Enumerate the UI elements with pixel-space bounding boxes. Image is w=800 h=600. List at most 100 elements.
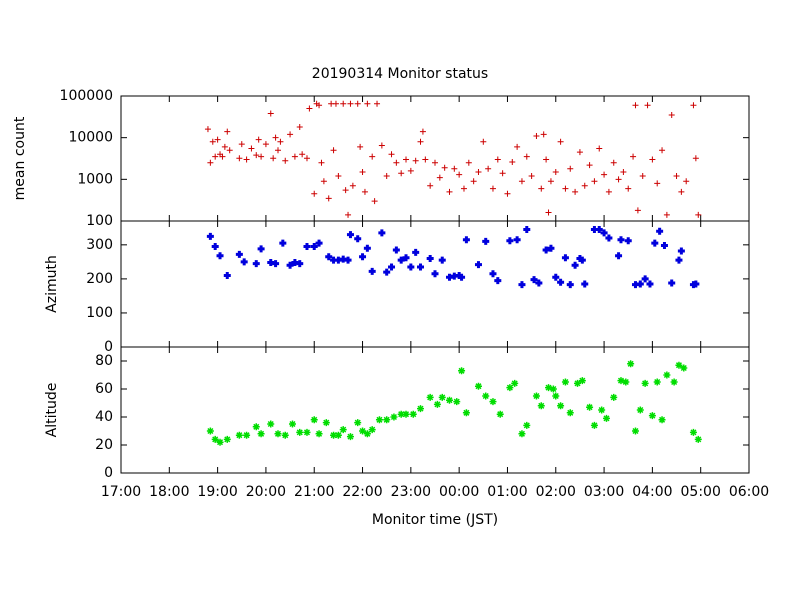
data-point xyxy=(354,419,362,427)
data-point xyxy=(252,260,260,268)
data-point xyxy=(320,178,327,185)
data-point xyxy=(417,405,425,413)
y-tick-label: 1000 xyxy=(77,171,113,187)
data-point xyxy=(683,178,690,185)
x-tick-label: 22:00 xyxy=(342,484,382,500)
data-point xyxy=(648,412,656,420)
data-point xyxy=(557,138,564,145)
data-point xyxy=(615,252,623,260)
data-point xyxy=(238,141,245,148)
data-point xyxy=(287,131,294,138)
data-point xyxy=(378,229,386,237)
y-tick-label: 0 xyxy=(104,339,113,355)
data-point xyxy=(279,239,287,247)
data-point xyxy=(561,378,569,386)
data-point xyxy=(549,385,557,393)
data-point xyxy=(347,100,354,107)
data-point xyxy=(581,182,588,189)
data-point xyxy=(634,207,641,214)
data-point xyxy=(458,367,466,375)
data-point xyxy=(596,145,603,152)
data-point xyxy=(542,246,550,254)
data-point xyxy=(480,138,487,145)
x-tick-label: 05:00 xyxy=(681,484,721,500)
data-point xyxy=(427,182,434,189)
data-point xyxy=(581,280,589,288)
data-point xyxy=(288,420,296,428)
data-point xyxy=(576,149,583,156)
data-point xyxy=(432,159,438,166)
data-point xyxy=(296,124,303,131)
y-tick-label: 10000 xyxy=(68,130,113,146)
data-point xyxy=(330,431,338,439)
data-point xyxy=(253,152,260,159)
data-point xyxy=(235,250,243,258)
data-point xyxy=(296,428,304,436)
data-point xyxy=(557,278,565,286)
data-point xyxy=(496,410,504,418)
data-point xyxy=(636,406,644,414)
data-point xyxy=(412,248,420,256)
data-point xyxy=(407,167,414,174)
data-point xyxy=(639,173,646,180)
data-point xyxy=(281,431,289,439)
data-point xyxy=(552,168,559,175)
data-point xyxy=(574,379,582,387)
data-point xyxy=(315,239,323,247)
data-point xyxy=(431,270,439,278)
data-point xyxy=(422,156,429,163)
y-tick-label: 100 xyxy=(86,305,113,321)
data-point xyxy=(299,151,306,158)
data-point xyxy=(417,138,424,145)
data-point xyxy=(533,132,540,139)
y-tick-label: 100 xyxy=(86,213,113,229)
data-point xyxy=(523,153,530,160)
data-point xyxy=(291,153,298,160)
data-point xyxy=(371,198,378,205)
data-point xyxy=(624,237,632,245)
data-point xyxy=(282,157,289,164)
data-point xyxy=(651,239,659,247)
data-point xyxy=(221,143,228,150)
data-point xyxy=(630,153,637,160)
data-point xyxy=(267,110,274,117)
data-point xyxy=(332,100,339,107)
data-point xyxy=(595,226,603,234)
data-point xyxy=(402,410,410,418)
x-tick-label: 02:00 xyxy=(536,484,576,500)
data-point xyxy=(453,398,461,406)
data-point xyxy=(224,128,231,135)
data-point xyxy=(344,256,352,264)
data-point xyxy=(641,275,649,283)
data-point xyxy=(211,243,219,251)
y-axis-label: mean count xyxy=(12,116,28,200)
data-point xyxy=(342,187,349,194)
data-point xyxy=(617,377,625,385)
data-point xyxy=(236,155,243,162)
data-point xyxy=(235,431,243,439)
data-point xyxy=(383,416,391,424)
data-point xyxy=(359,253,367,261)
data-point xyxy=(518,430,526,438)
data-point xyxy=(318,159,325,166)
data-point xyxy=(311,190,318,197)
data-point xyxy=(303,155,310,162)
x-axis-label: Monitor time (JST) xyxy=(372,512,498,528)
data-point xyxy=(216,438,224,446)
data-point xyxy=(216,252,224,260)
data-point xyxy=(586,403,594,411)
data-point xyxy=(277,138,284,145)
data-point xyxy=(482,237,490,245)
data-point xyxy=(646,280,654,288)
y-tick-label: 300 xyxy=(86,237,113,253)
data-point xyxy=(209,138,216,145)
data-point xyxy=(523,226,531,234)
x-tick-label: 17:00 xyxy=(101,484,141,500)
data-point xyxy=(456,171,463,178)
data-point xyxy=(600,229,608,237)
data-point xyxy=(622,378,630,386)
data-point xyxy=(632,102,639,109)
data-point xyxy=(310,243,318,251)
data-point xyxy=(528,173,535,180)
data-point xyxy=(509,159,516,166)
